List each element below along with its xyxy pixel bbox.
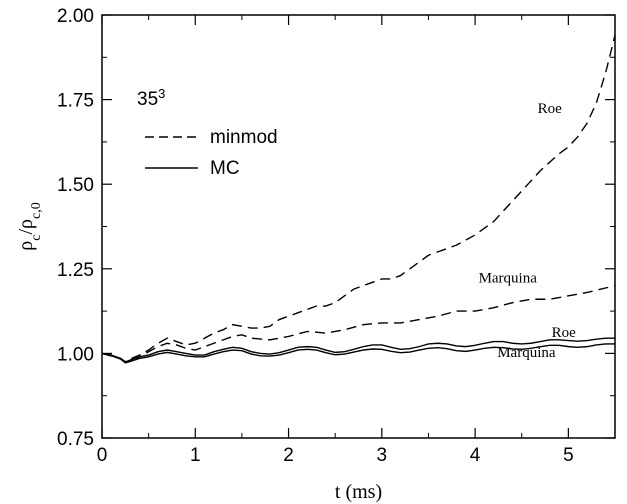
series-line-mc-marquina	[101, 343, 615, 364]
y-axis-label-text: ρc/ρc,0	[15, 202, 44, 250]
y-label-rho-denom: ρ	[15, 219, 37, 229]
series-group	[101, 35, 616, 364]
x-tick-label: 0	[97, 445, 108, 466]
resolution-base: 35	[137, 89, 158, 110]
y-tick-label: 2.00	[57, 6, 94, 27]
legend-minmod-label: minmod	[210, 127, 278, 148]
resolution-label: 353	[137, 86, 165, 111]
ticks-group: 0 1 2 3 4 5 0.75 1.00 1.25 1.50 1.75 2.00	[57, 6, 615, 466]
annotations: Roe Marquina Roe Marquina	[479, 101, 577, 361]
x-tick-label: 1	[190, 445, 201, 466]
plot-frame	[101, 14, 616, 439]
series-line-minmod-roe	[101, 35, 616, 363]
y-tick-label: 1.25	[57, 260, 94, 281]
legend-mc-label: MC	[210, 158, 240, 179]
x-axis-label: t (ms)	[335, 481, 382, 503]
annotation-label: Roe	[552, 325, 577, 341]
annotation-label: Roe	[538, 101, 563, 117]
y-axis-label: ρc/ρc,0	[15, 202, 44, 250]
y-tick-label: 1.00	[57, 344, 94, 365]
plot-area	[101, 14, 616, 439]
legend: 353 minmod MC	[137, 86, 278, 180]
y-label-sub-c: c	[29, 235, 44, 241]
annotation-label: Marquina	[497, 345, 556, 361]
x-tick-label: 3	[377, 445, 388, 466]
x-tick-label: 2	[283, 445, 294, 466]
y-tick-label: 1.75	[57, 91, 94, 112]
series-line-minmod-marquina	[101, 285, 616, 363]
x-tick-label: 4	[470, 445, 481, 466]
y-tick-label: 0.75	[57, 429, 94, 450]
resolution-exponent: 3	[158, 86, 165, 101]
annotation-label: Marquina	[479, 270, 538, 286]
y-label-rho: ρ	[15, 241, 37, 251]
y-label-slash: /	[15, 229, 37, 235]
series-line-mc-roe	[101, 337, 615, 363]
y-label-sub-c0: c,0	[29, 202, 44, 219]
x-tick-label: 5	[563, 445, 574, 466]
y-tick-label: 1.50	[57, 175, 94, 196]
